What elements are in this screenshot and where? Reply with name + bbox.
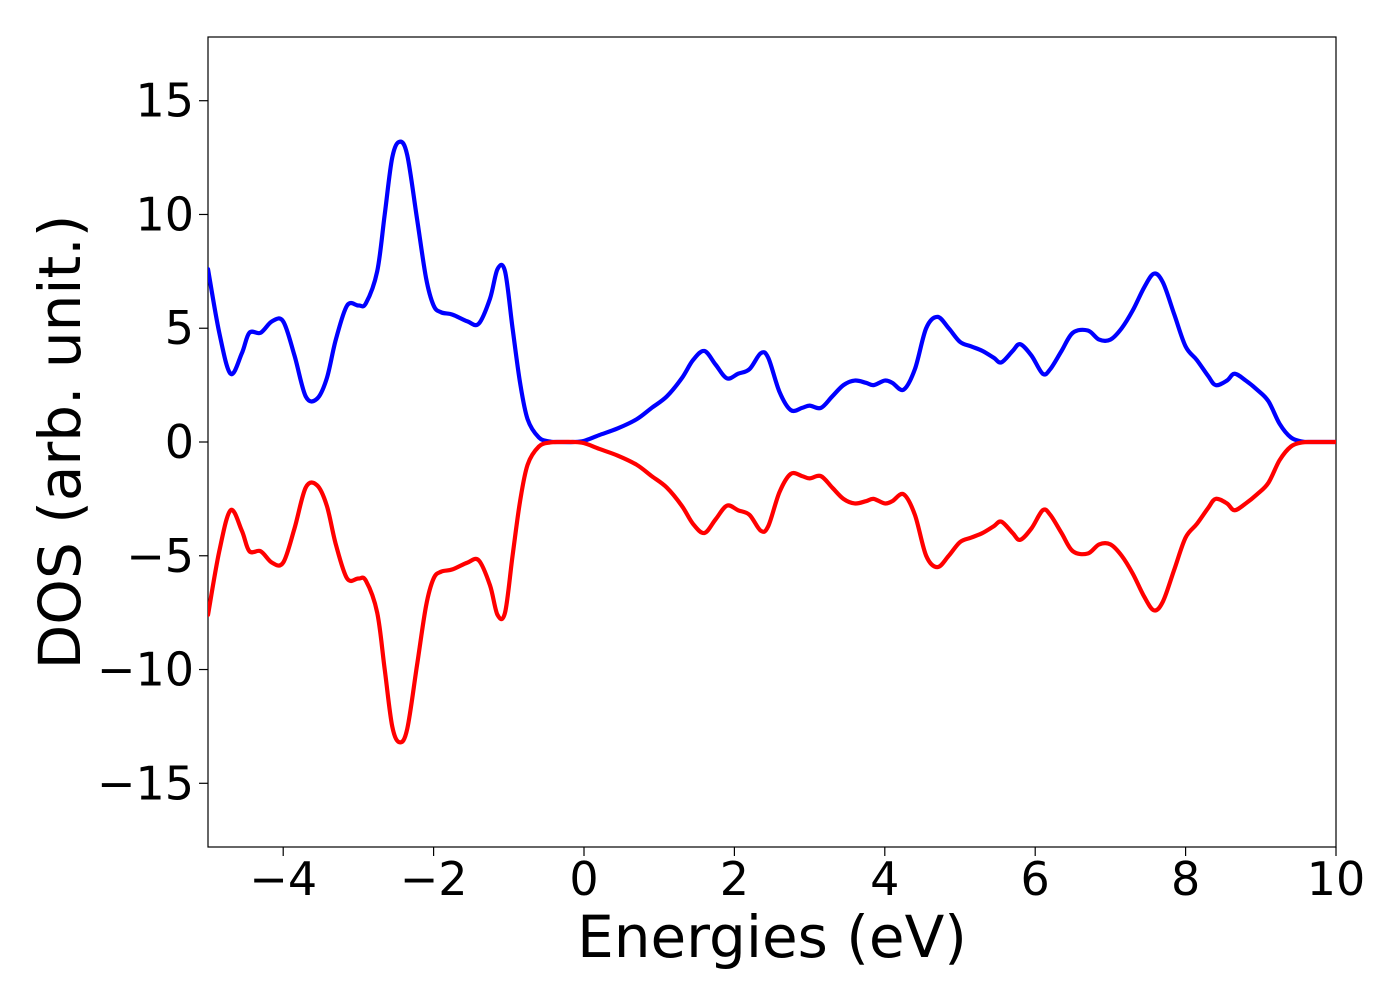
series-line-negative xyxy=(208,439,1336,745)
y-axis-ticks: −15 −10 −5 0 5 10 15 xyxy=(97,74,208,810)
y-tick-label: −10 xyxy=(97,643,194,697)
y-axis-title: DOS (arb. unit.) xyxy=(26,215,94,670)
x-axis-ticks: −4 −2 0 2 4 6 8 10 xyxy=(249,847,1365,906)
x-tick-label: 0 xyxy=(569,852,598,906)
y-tick-label: 15 xyxy=(135,74,194,128)
x-tick-label: 8 xyxy=(1171,852,1200,906)
y-tick-label: −15 xyxy=(97,756,194,810)
series-layer xyxy=(208,139,1336,745)
x-tick-label: 4 xyxy=(870,852,899,906)
series-line-positive xyxy=(208,139,1336,445)
x-axis-title: Energies (eV) xyxy=(577,903,967,971)
y-tick-label: −5 xyxy=(126,529,194,583)
x-tick-label: 6 xyxy=(1021,852,1050,906)
x-tick-label: 2 xyxy=(720,852,749,906)
x-tick-label: −2 xyxy=(400,852,468,906)
y-tick-label: 5 xyxy=(165,301,194,355)
plot-area-frame xyxy=(207,36,1337,848)
x-tick-label: 10 xyxy=(1307,852,1366,906)
y-tick-label: 0 xyxy=(165,415,194,469)
y-tick-label: 10 xyxy=(135,187,194,241)
x-tick-label: −4 xyxy=(249,852,317,906)
